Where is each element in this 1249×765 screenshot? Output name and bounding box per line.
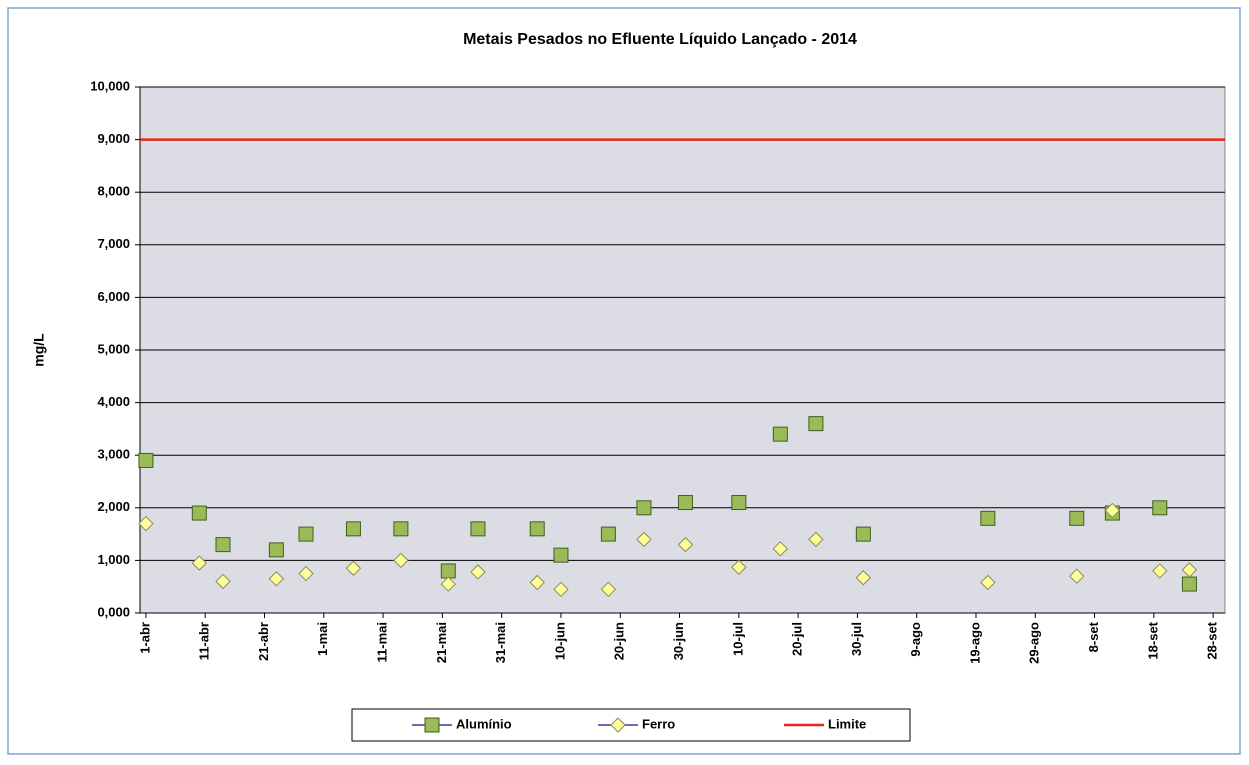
marker-diamond (553, 581, 569, 598)
legend-label: Alumínio (456, 716, 512, 731)
y-tick-label: 5,000 (97, 341, 130, 356)
marker-square (191, 505, 207, 521)
marker-square (298, 526, 314, 542)
marker-diamond (772, 541, 789, 557)
marker-square (215, 537, 231, 553)
marker-square (731, 495, 747, 511)
marker-diamond (1181, 562, 1198, 578)
marker-diamond (980, 574, 996, 591)
marker-diamond (1152, 563, 1168, 579)
x-tick-label: 11-abr (197, 622, 212, 660)
x-tick-label: 10-jul (730, 622, 745, 656)
x-tick-label: 31-mai (493, 622, 508, 663)
x-tick-label: 30-jun (671, 622, 686, 660)
legend-label: Ferro (642, 716, 675, 731)
marker-diamond (215, 573, 231, 590)
y-tick-label: 7,000 (97, 236, 130, 251)
x-tick-label: 11-mai (375, 622, 390, 662)
marker-diamond (677, 536, 694, 553)
marker-square (553, 547, 569, 563)
marker-square (600, 526, 616, 542)
marker-square (677, 495, 693, 511)
marker-diamond (393, 552, 409, 569)
marker-diamond (636, 531, 652, 548)
marker-diamond (610, 717, 626, 733)
y-tick-label: 9,000 (97, 131, 130, 146)
marker-diamond (138, 515, 154, 532)
marker-diamond (731, 559, 747, 575)
marker-square (1152, 500, 1168, 516)
marker-square (345, 521, 361, 537)
y-tick-label: 0,000 (97, 604, 130, 619)
x-tick-label: 1-mai (315, 622, 330, 656)
marker-square (393, 521, 409, 537)
marker-diamond (1104, 502, 1121, 519)
x-tick-label: 1-abr (137, 622, 152, 654)
marker-diamond (1069, 568, 1085, 584)
marker-square (268, 542, 284, 558)
y-tick-label: 6,000 (97, 289, 130, 304)
marker-square (636, 500, 652, 516)
x-tick-label: 8-set (1086, 621, 1101, 652)
y-tick-label: 4,000 (97, 394, 130, 409)
marker-diamond (600, 581, 617, 598)
marker-diamond (470, 564, 486, 580)
x-tick-label: 20-jun (612, 622, 627, 660)
x-tick-label: 20-jul (790, 622, 805, 656)
y-tick-label: 2,000 (97, 499, 130, 514)
marker-square (470, 521, 486, 537)
x-tick-label: 9-ago (908, 622, 923, 657)
marker-diamond (529, 574, 545, 591)
y-axis-label: mg/L (31, 333, 47, 367)
marker-diamond (855, 570, 872, 586)
marker-diamond (808, 531, 824, 548)
y-tick-label: 10,000 (90, 78, 130, 93)
x-tick-label: 18-set (1145, 621, 1160, 659)
x-tick-label: 10-jun (552, 622, 567, 660)
marker-diamond (440, 576, 457, 592)
marker-square (772, 426, 788, 442)
marker-diamond (191, 555, 207, 571)
legend: Alumínio Ferro Limite (351, 708, 911, 742)
marker-diamond (345, 560, 362, 576)
marker-square (855, 526, 871, 542)
x-tick-label: 21-abr (256, 622, 271, 661)
x-tick-label: 29-ago (1027, 622, 1042, 664)
x-tick-label: 19-ago (967, 622, 982, 664)
marker-diamond (298, 565, 314, 582)
marker-diamond (268, 571, 285, 587)
marker-square (424, 717, 440, 733)
marker-square (440, 563, 456, 579)
legend-label: Limite (828, 716, 866, 731)
marker-square (808, 416, 824, 432)
y-tick-label: 3,000 (97, 447, 130, 462)
x-tick-label: 30-jul (849, 622, 864, 656)
x-tick-label: 21-mai (434, 622, 449, 663)
marker-square (1069, 510, 1085, 526)
y-tick-label: 8,000 (97, 184, 130, 199)
marker-square (138, 452, 154, 468)
marker-square (980, 510, 996, 526)
x-tick-label: 28-set (1205, 621, 1220, 659)
chart-title: Metais Pesados no Efluente Líquido Lança… (463, 31, 857, 48)
marker-square (1181, 576, 1197, 592)
marker-square (529, 521, 545, 537)
y-tick-label: 1,000 (97, 552, 130, 567)
